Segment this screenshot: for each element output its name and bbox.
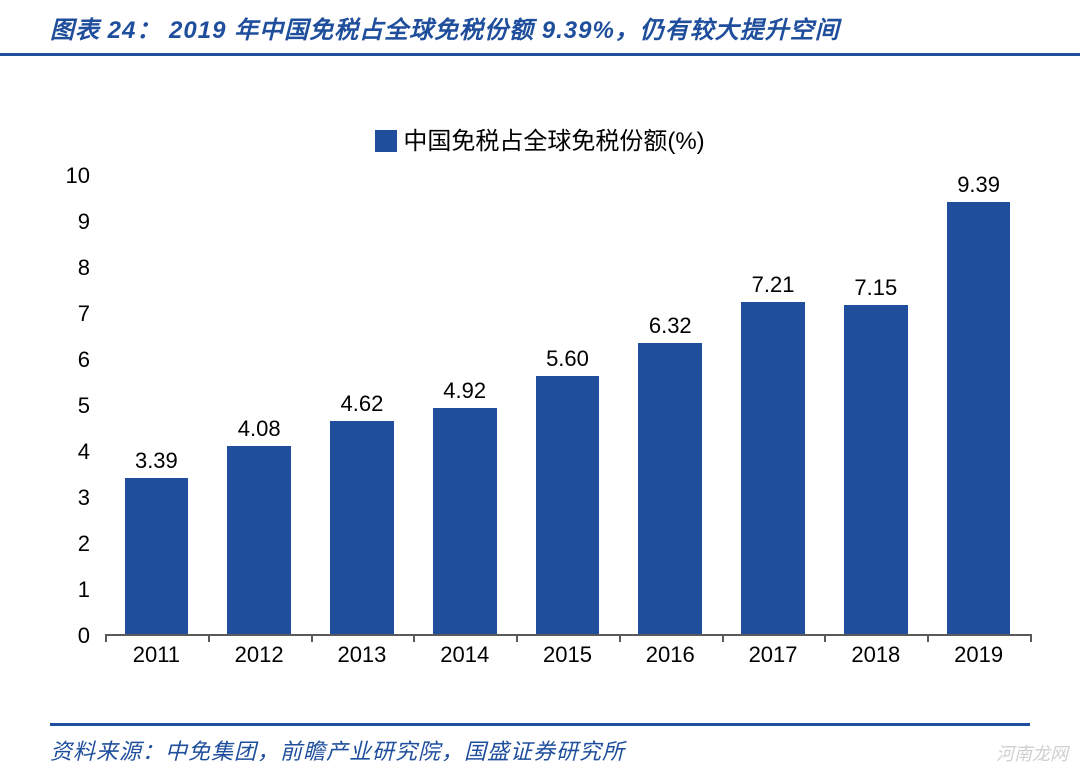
y-tick-label: 4 bbox=[78, 439, 90, 465]
bar-value-label: 9.39 bbox=[947, 172, 1011, 202]
x-tick-label: 2013 bbox=[337, 642, 386, 668]
bar bbox=[125, 478, 189, 634]
x-tick-label: 2015 bbox=[543, 642, 592, 668]
y-tick-label: 3 bbox=[78, 485, 90, 511]
y-tick-label: 9 bbox=[78, 209, 90, 235]
bar-value-label: 6.32 bbox=[638, 313, 702, 343]
watermark: 河南龙网 bbox=[996, 740, 1068, 766]
bar bbox=[844, 305, 908, 634]
x-tick-label: 2018 bbox=[851, 642, 900, 668]
bar bbox=[741, 302, 805, 634]
bar-value-label: 4.62 bbox=[330, 391, 394, 421]
bar bbox=[536, 376, 600, 634]
source-text: 资料来源：中免集团，前瞻产业研究院，国盛证券研究所 bbox=[50, 734, 1030, 766]
legend-label: 中国免税占全球免税份额(%) bbox=[403, 128, 704, 155]
legend-swatch bbox=[375, 130, 397, 152]
bar bbox=[227, 446, 291, 634]
y-tick-label: 7 bbox=[78, 301, 90, 327]
chart-title: 图表 24： 2019 年中国免税占全球免税份额 9.39%，仍有较大提升空间 bbox=[50, 10, 1030, 45]
y-tick-label: 6 bbox=[78, 347, 90, 373]
x-tick-label: 2019 bbox=[954, 642, 1003, 668]
chart-footer: 资料来源：中免集团，前瞻产业研究院，国盛证券研究所 bbox=[50, 723, 1030, 766]
y-tick-label: 8 bbox=[78, 255, 90, 281]
bar-value-label: 7.21 bbox=[741, 272, 805, 302]
x-tick-label: 2017 bbox=[749, 642, 798, 668]
bar-value-label: 5.60 bbox=[536, 346, 600, 376]
bar-value-label: 7.15 bbox=[844, 275, 908, 305]
plot-area: 3.394.084.624.925.606.327.217.159.39 bbox=[105, 176, 1030, 636]
bar bbox=[433, 408, 497, 634]
bar bbox=[330, 421, 394, 634]
y-tick-label: 0 bbox=[78, 623, 90, 649]
y-tick-label: 1 bbox=[78, 577, 90, 603]
y-tick-label: 5 bbox=[78, 393, 90, 419]
y-axis: 012345678910 bbox=[40, 176, 100, 676]
chart-header: 图表 24： 2019 年中国免税占全球免税份额 9.39%，仍有较大提升空间 bbox=[0, 0, 1080, 56]
x-tick-label: 2014 bbox=[440, 642, 489, 668]
bar bbox=[947, 202, 1011, 634]
y-tick-label: 2 bbox=[78, 531, 90, 557]
chart-area: 012345678910 3.394.084.624.925.606.327.2… bbox=[40, 176, 1040, 676]
x-tick-mark bbox=[1030, 634, 1032, 642]
y-tick-label: 10 bbox=[66, 163, 90, 189]
bar-value-label: 4.92 bbox=[433, 378, 497, 408]
bar bbox=[638, 343, 702, 634]
x-tick-label: 2012 bbox=[235, 642, 284, 668]
x-tick-label: 2016 bbox=[646, 642, 695, 668]
bar-value-label: 3.39 bbox=[125, 448, 189, 478]
x-tick-label: 2011 bbox=[133, 642, 180, 668]
chart-legend: 中国免税占全球免税份额(%) bbox=[0, 121, 1080, 156]
bar-value-label: 4.08 bbox=[227, 416, 291, 446]
x-axis: 2011 2012 2013 2014 2015 2016 2017 2018 2019 bbox=[105, 636, 1030, 676]
